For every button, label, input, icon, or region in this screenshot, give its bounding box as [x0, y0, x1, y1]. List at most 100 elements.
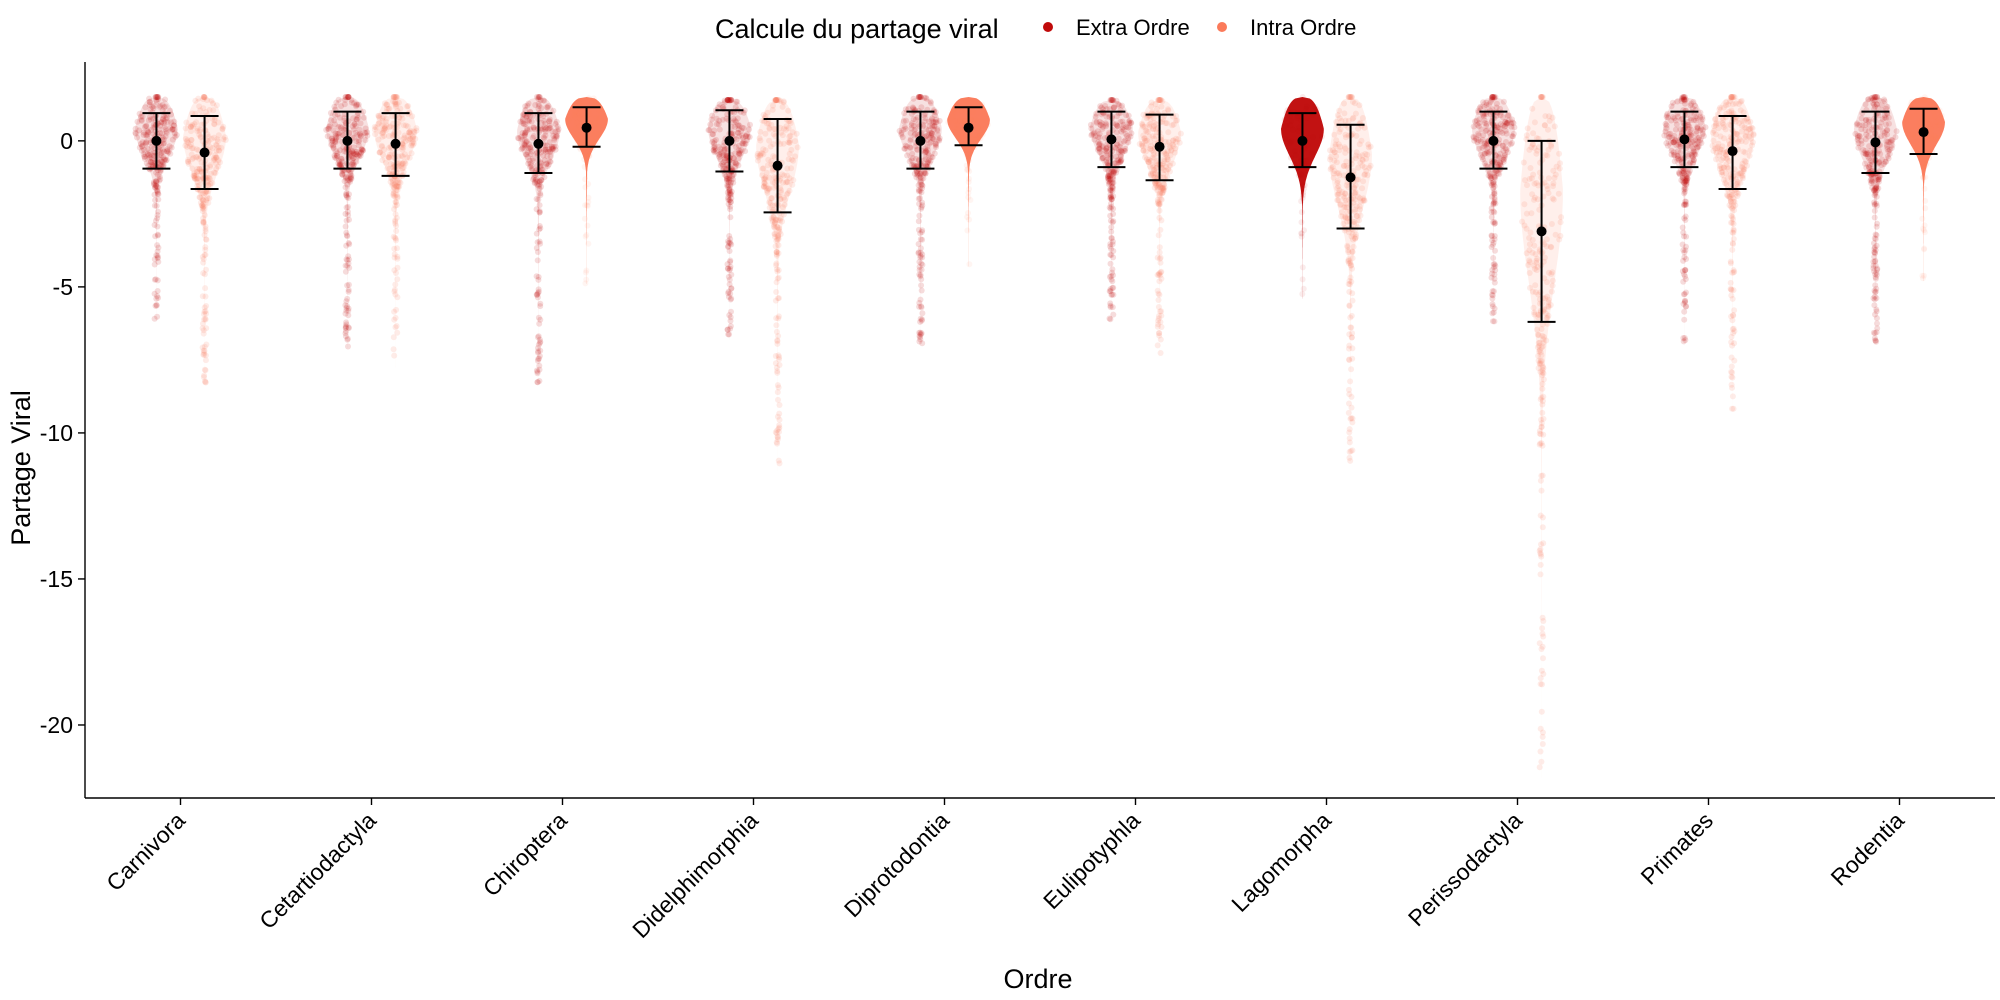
jitter-point [1105, 173, 1111, 179]
jitter-point [722, 165, 729, 172]
jitter-point [1099, 154, 1106, 161]
jitter-point [155, 184, 161, 191]
jitter-point [916, 172, 923, 179]
jitter-point [154, 171, 161, 178]
jitter-point [1108, 187, 1115, 194]
jitter-point [170, 122, 177, 129]
jitter-point [153, 98, 160, 105]
jitter-point [343, 305, 350, 311]
jitter-point [345, 281, 352, 288]
jitter-point [377, 149, 384, 156]
jitter-point [1333, 159, 1340, 166]
jitter-point [918, 304, 925, 311]
jitter-point [544, 142, 551, 149]
jitter-point [332, 137, 339, 144]
jitter-point [351, 120, 358, 127]
jitter-point [578, 112, 585, 119]
jitter-point [724, 183, 731, 190]
y-tick-label: -20 [40, 712, 73, 738]
jitter-point [1527, 165, 1534, 171]
jitter-point [1874, 220, 1880, 227]
jitter-point [916, 271, 923, 278]
jitter-point [920, 163, 927, 170]
jitter-point [573, 134, 580, 141]
jitter-point [1116, 146, 1123, 153]
jitter-point [1110, 311, 1117, 318]
jitter-point [773, 289, 780, 295]
jitter-point [342, 333, 349, 340]
jitter-point [553, 118, 560, 125]
jitter-point [349, 123, 356, 130]
jitter-point [899, 134, 906, 141]
jitter-point [918, 276, 925, 283]
jitter-point [152, 233, 159, 240]
jitter-point [1875, 178, 1882, 185]
jitter-point [329, 137, 336, 144]
jitter-point [343, 319, 350, 326]
jitter-point [1902, 117, 1909, 124]
jitter-point [1668, 103, 1675, 110]
jitter-point [1108, 200, 1114, 207]
jitter-point [1545, 146, 1552, 153]
jitter-point [390, 346, 397, 353]
jitter-point [1120, 124, 1127, 131]
jitter-point [781, 172, 788, 179]
jitter-point [1109, 185, 1116, 192]
jitter-point [151, 103, 158, 109]
jitter-point [152, 94, 159, 100]
jitter-point [922, 115, 929, 122]
jitter-point [349, 160, 356, 167]
jitter-point [1110, 105, 1117, 111]
jitter-point [730, 119, 737, 126]
jitter-point [720, 104, 727, 111]
jitter-point [151, 261, 158, 268]
jitter-point [1742, 158, 1749, 165]
jitter-point [730, 155, 737, 162]
jitter-point [1349, 115, 1356, 122]
jitter-point [1103, 123, 1109, 130]
jitter-point [153, 295, 160, 302]
jitter-point [764, 162, 771, 169]
jitter-point [743, 131, 750, 138]
jitter-point [530, 113, 536, 119]
jitter-point [394, 245, 400, 252]
jitter-point [213, 154, 220, 161]
jitter-point [211, 121, 218, 128]
jitter-point [1110, 218, 1117, 225]
jitter-point [1155, 297, 1162, 303]
jitter-point [931, 123, 938, 130]
jitter-point [209, 180, 216, 187]
jitter-point [923, 148, 930, 155]
jitter-point [731, 117, 738, 124]
jitter-point [536, 238, 543, 245]
jitter-point [727, 323, 734, 330]
jitter-point [536, 362, 543, 369]
jitter-point [585, 194, 592, 201]
jitter-point [741, 107, 748, 114]
jitter-point [150, 149, 157, 156]
jitter-point [1162, 120, 1169, 127]
jitter-point [1353, 149, 1360, 156]
jitter-point [1483, 102, 1490, 109]
jitter-point [1088, 132, 1095, 139]
jitter-point [1349, 98, 1356, 105]
jitter-point [909, 155, 916, 161]
jitter-point [536, 223, 543, 229]
jitter-point [1680, 278, 1687, 285]
jitter-point [726, 312, 733, 319]
jitter-point [1676, 171, 1683, 178]
jitter-point [1105, 175, 1112, 182]
jitter-point [1729, 393, 1736, 400]
jitter-point [151, 222, 158, 228]
jitter-point [1681, 184, 1688, 191]
jitter-point [533, 206, 540, 213]
jitter-point [1299, 94, 1306, 100]
jitter-point [1543, 236, 1550, 243]
jitter-point [400, 122, 407, 129]
jitter-point [345, 288, 352, 295]
jitter-point [1746, 152, 1753, 159]
jitter-point [1680, 229, 1687, 236]
jitter-point [1531, 196, 1537, 203]
jitter-point [1731, 357, 1738, 364]
jitter-point [1870, 94, 1877, 100]
